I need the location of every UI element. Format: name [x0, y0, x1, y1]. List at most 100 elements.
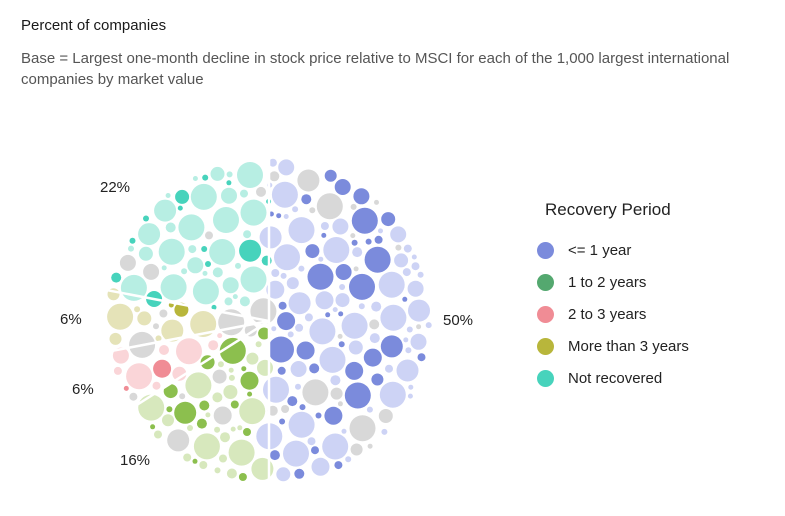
legend-swatch [537, 369, 554, 387]
pie-dot [161, 265, 167, 271]
pie-dot [348, 340, 363, 355]
legend-label: Not recovered [568, 369, 663, 387]
slice-label: 6% [60, 311, 82, 328]
pie-dot [205, 231, 213, 240]
pie-dot [349, 415, 376, 442]
pie-dot [277, 366, 286, 375]
pie-dot [175, 189, 190, 204]
pie-dot [335, 293, 350, 308]
pie-dot [123, 385, 129, 391]
pie-dot [324, 406, 343, 425]
pie-dot [205, 261, 211, 267]
legend-item: 2 to 3 years [537, 298, 689, 330]
pie-dot [217, 333, 223, 339]
pie-dot [153, 359, 172, 378]
pie-dot [269, 450, 280, 461]
pie-dot [193, 433, 220, 460]
legend-swatch [537, 337, 554, 355]
pie-dot [192, 176, 198, 181]
pie-dot [181, 268, 188, 275]
pie-dot [174, 302, 189, 317]
pie-dot [417, 353, 426, 362]
pie-dot [349, 273, 375, 300]
pie-dot [154, 430, 162, 439]
legend-label: 2 to 3 years [568, 305, 647, 323]
pie-dot [119, 254, 136, 271]
pie-dot [128, 245, 134, 252]
pie-dot [199, 400, 210, 411]
pie-dot [177, 205, 183, 211]
pie-dot [211, 304, 217, 310]
pie-dot [411, 262, 420, 271]
legend-item: <= 1 year [537, 234, 689, 266]
pie-dot [202, 270, 208, 276]
pie-dot [332, 307, 338, 313]
pie-dot [330, 387, 343, 400]
pie-dot [319, 346, 346, 373]
chart-title: Percent of companies [21, 17, 167, 34]
pie-dot [138, 394, 165, 421]
pie-dot [365, 238, 372, 245]
legend-swatch [537, 241, 554, 259]
pie-dot [208, 340, 219, 351]
slice-label: 6% [72, 381, 94, 398]
pie-dot [351, 207, 378, 234]
pie-dot [395, 244, 402, 251]
pie-dot [268, 336, 294, 363]
pie-dot [316, 193, 343, 220]
pie-dot [137, 311, 152, 326]
slice-divider [107, 289, 270, 323]
pie-dot [309, 207, 316, 214]
pie-dot [325, 312, 331, 318]
pie-dot [224, 297, 233, 306]
pie-dot [221, 187, 237, 204]
pie-dot [271, 269, 280, 277]
pie-dot [318, 256, 324, 262]
chart-subtitle: Base = Largest one-month decline in stoc… [21, 50, 730, 88]
pie-dot [353, 266, 359, 272]
pie-dot [183, 453, 192, 462]
pie-dot [228, 439, 255, 466]
pie-dot [165, 193, 171, 198]
pie-dot [237, 162, 263, 188]
pie-dot [274, 244, 300, 271]
pie-dot [394, 253, 409, 268]
pie-dot [330, 375, 341, 386]
pie-dot [307, 437, 316, 446]
pie-dot [380, 335, 403, 358]
pie-dot [143, 215, 149, 222]
slice-divider [129, 319, 270, 410]
pie-dot [378, 228, 383, 234]
pie-dot [287, 331, 294, 338]
pie-dot [219, 337, 246, 364]
pie-dot [311, 446, 319, 455]
pie-dot [402, 296, 408, 302]
pie-dot [213, 207, 239, 233]
pie-dot [239, 296, 250, 307]
pie-dot [228, 374, 235, 381]
pie-dot [322, 433, 349, 460]
pie-dot [152, 381, 161, 390]
pie-dot [278, 301, 287, 310]
pie-dot [353, 188, 370, 205]
pie-dot [162, 414, 174, 427]
slice-label: 16% [120, 452, 150, 469]
pie-dot [167, 429, 190, 452]
pie-dot [263, 376, 289, 403]
legend-item: More than 3 years [537, 330, 689, 362]
pie-dot [339, 284, 346, 290]
pie-dot [159, 309, 168, 318]
pie-dot [212, 392, 223, 403]
pie-dot [345, 456, 352, 463]
pie-dot [298, 265, 305, 272]
pie-dot [223, 385, 238, 399]
pie-dot [190, 183, 217, 210]
pie-dot [259, 226, 282, 249]
pie-dot [288, 217, 315, 244]
pie-dot [163, 384, 178, 399]
pie-dot [257, 359, 273, 376]
pie-dot [256, 186, 266, 197]
pie-dot [126, 363, 153, 390]
pie-dot [408, 299, 430, 322]
pie-dot [323, 237, 350, 263]
